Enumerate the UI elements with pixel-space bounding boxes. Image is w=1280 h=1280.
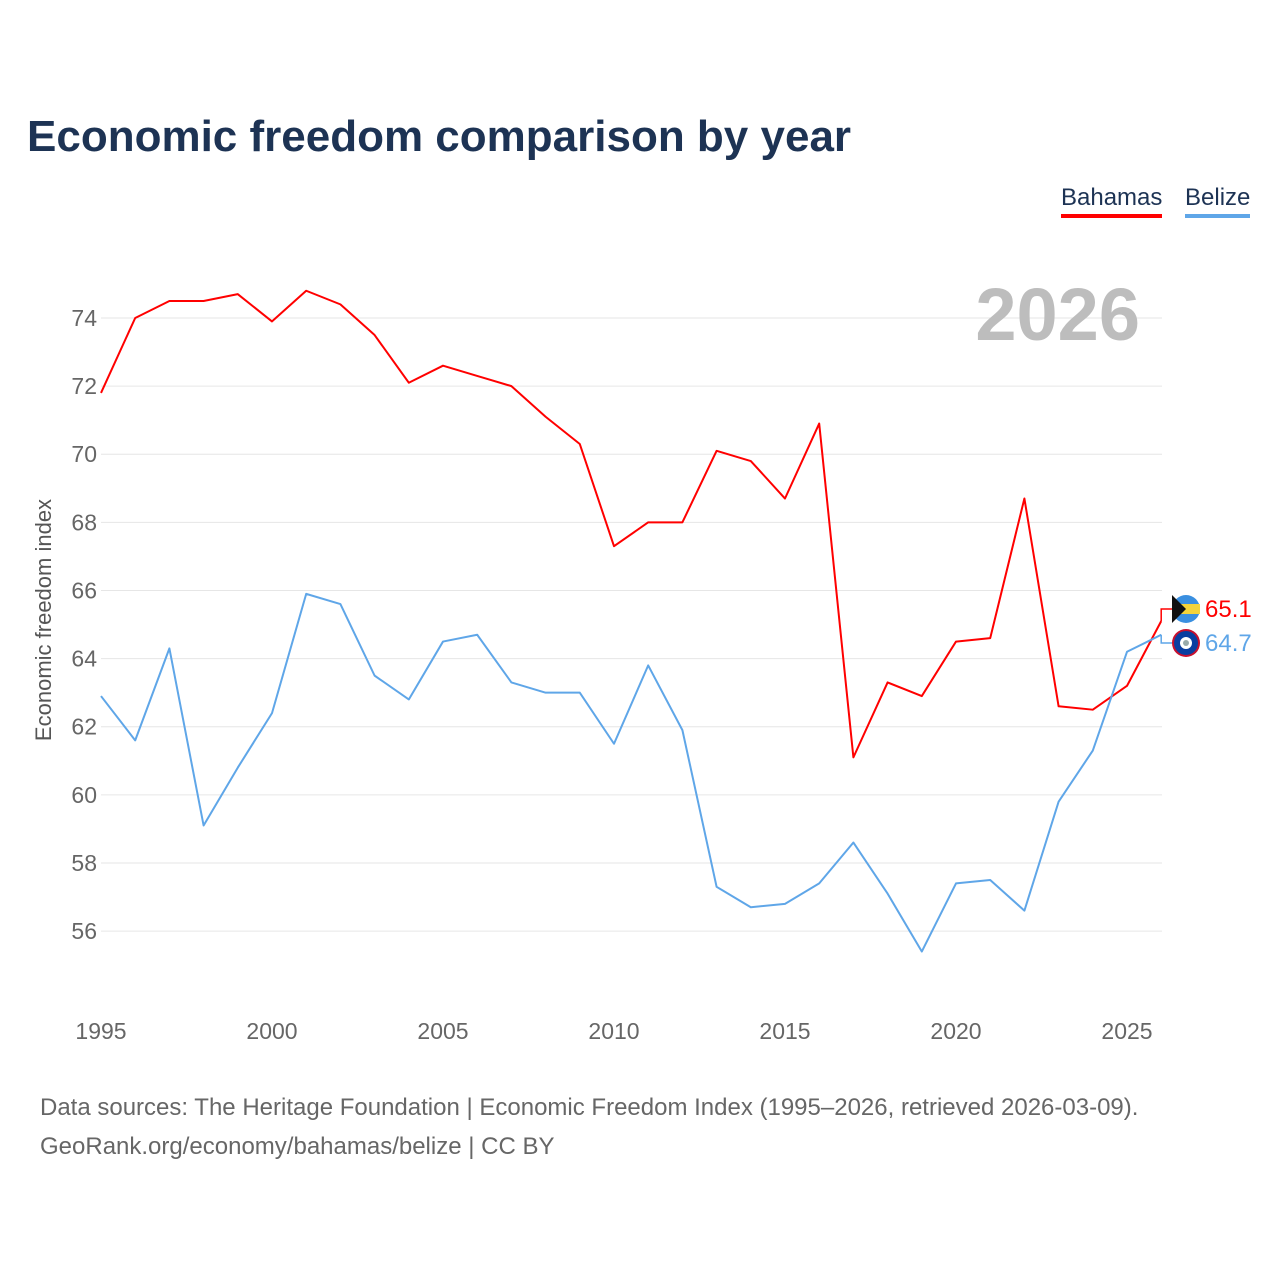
x-tick-2000: 2000: [246, 1018, 297, 1044]
end-connector-bahamas: [1160, 608, 1172, 622]
source-line-1: Data sources: The Heritage Foundation | …: [40, 1094, 1139, 1121]
series-line-bahamas: [100, 289, 1163, 759]
series-line-belize: [100, 592, 1162, 953]
y-tick-60: 60: [71, 782, 97, 808]
source-line-2[interactable]: GeoRank.org/economy/bahamas/belize | CC …: [40, 1133, 555, 1160]
x-tick-2025: 2025: [1101, 1018, 1152, 1044]
x-tick-1995: 1995: [75, 1018, 126, 1044]
x-tick-2005: 2005: [417, 1018, 468, 1044]
x-tick-2020: 2020: [930, 1018, 981, 1044]
source-note: Data sources: The Heritage Foundation | …: [40, 1088, 1138, 1166]
y-tick-62: 62: [71, 714, 97, 740]
legend-belize[interactable]: Belize: [1185, 184, 1251, 218]
end-label-bahamas: 65.1: [1205, 596, 1252, 623]
y-tick-66: 66: [71, 577, 97, 603]
flag-bahamas-icon: [1172, 595, 1200, 623]
end-connector-belize: [1160, 634, 1172, 644]
end-label-belize: 64.7: [1205, 630, 1252, 657]
x-tick-2015: 2015: [759, 1018, 810, 1044]
y-axis-label: Economic freedom index: [31, 498, 56, 742]
x-tick-2010: 2010: [588, 1018, 639, 1044]
y-tick-72: 72: [71, 373, 97, 399]
flag-belize-icon: [1172, 629, 1200, 657]
y-tick-56: 56: [71, 918, 97, 944]
y-tick-68: 68: [71, 509, 97, 535]
y-tick-74: 74: [71, 305, 97, 331]
chart-title: Economic freedom comparison by year: [27, 112, 852, 161]
year-watermark: 2026: [975, 273, 1140, 356]
y-tick-64: 64: [71, 646, 97, 672]
y-tick-70: 70: [71, 441, 97, 467]
legend-bahamas[interactable]: Bahamas: [1061, 184, 1163, 218]
y-tick-58: 58: [71, 850, 97, 876]
